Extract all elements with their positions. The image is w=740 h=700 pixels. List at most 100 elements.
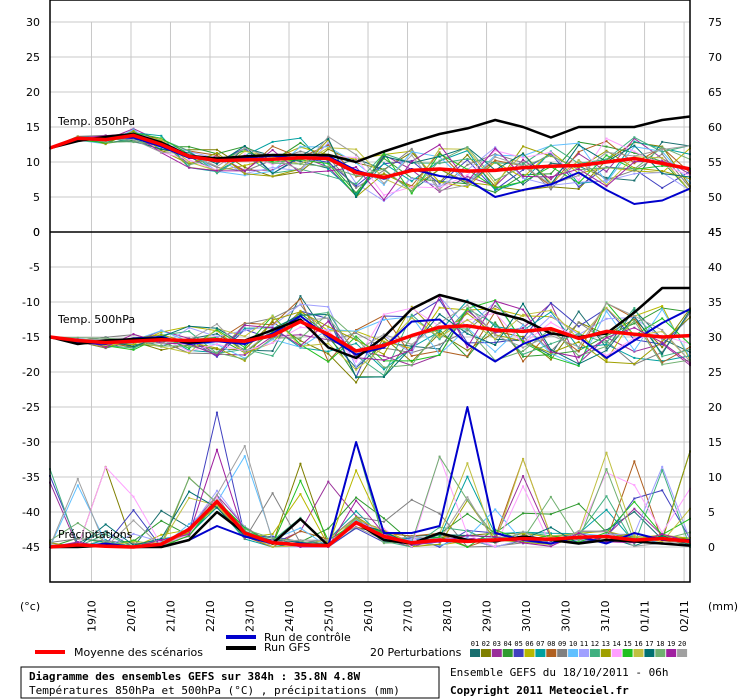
member-point xyxy=(549,151,552,154)
member-point xyxy=(132,348,135,351)
member-point xyxy=(271,336,274,339)
member-point xyxy=(522,154,525,157)
member-point xyxy=(243,358,246,361)
member-point xyxy=(188,350,191,353)
member-point xyxy=(271,330,274,333)
member-point xyxy=(327,340,330,343)
member-point xyxy=(410,185,413,188)
member-point xyxy=(215,169,218,172)
member-point xyxy=(215,332,218,335)
member-point xyxy=(215,347,218,350)
member-point xyxy=(271,317,274,320)
member-point xyxy=(327,162,330,165)
member-point xyxy=(299,541,302,544)
member-point xyxy=(299,462,302,465)
member-point xyxy=(160,519,163,522)
member-point xyxy=(76,541,79,544)
member-point xyxy=(188,496,191,499)
member-point xyxy=(271,170,274,173)
member-point xyxy=(605,533,608,536)
member-point xyxy=(549,178,552,181)
perturbation-swatch xyxy=(579,649,589,657)
member-point xyxy=(549,532,552,535)
member-point xyxy=(188,531,191,534)
member-point xyxy=(438,147,441,150)
member-point xyxy=(494,149,497,152)
right-tick: 75 xyxy=(708,16,722,29)
member-point xyxy=(577,354,580,357)
member-point xyxy=(577,331,580,334)
member-point xyxy=(605,181,608,184)
member-point xyxy=(522,302,525,305)
member-point xyxy=(355,381,358,384)
member-point xyxy=(633,144,636,147)
member-point xyxy=(382,374,385,377)
member-point xyxy=(438,155,441,158)
right-tick: 65 xyxy=(708,86,722,99)
member-point xyxy=(104,466,107,469)
member-point xyxy=(299,141,302,144)
member-point xyxy=(466,546,469,548)
date-label: 01/11 xyxy=(639,600,652,632)
member-point xyxy=(438,181,441,184)
member-point xyxy=(243,324,246,327)
perturbation-number: 01 xyxy=(471,640,479,648)
date-label: 26/10 xyxy=(362,600,375,632)
member-point xyxy=(271,162,274,165)
right-tick: 50 xyxy=(708,191,722,204)
member-point xyxy=(661,330,664,333)
member-point xyxy=(327,480,330,483)
member-point xyxy=(522,175,525,178)
member-point xyxy=(466,529,469,532)
member-point xyxy=(438,322,441,325)
member-point xyxy=(410,180,413,183)
member-point xyxy=(633,155,636,158)
member-point xyxy=(661,533,664,536)
member-point xyxy=(299,344,302,347)
member-point xyxy=(577,325,580,328)
right-tick: 25 xyxy=(708,366,722,379)
member-point xyxy=(633,179,636,182)
right-tick: 10 xyxy=(708,471,722,484)
perturbation-number: 17 xyxy=(645,640,653,648)
member-point xyxy=(299,295,302,298)
footer-run-info: Ensemble GEFS du 18/10/2011 - 06h xyxy=(450,666,669,679)
member-point xyxy=(410,363,413,366)
member-point xyxy=(215,165,218,168)
member-point xyxy=(382,172,385,175)
member-point xyxy=(215,327,218,330)
member-point xyxy=(494,154,497,157)
member-point xyxy=(299,170,302,173)
member-point xyxy=(327,137,330,140)
member-point xyxy=(215,154,218,157)
perturbation-number: 15 xyxy=(623,640,631,648)
member-point xyxy=(355,156,358,159)
member-point xyxy=(215,411,218,414)
member-point xyxy=(327,165,330,168)
member-point xyxy=(438,545,441,548)
member-point xyxy=(271,149,274,152)
member-point xyxy=(438,348,441,351)
member-point xyxy=(549,188,552,191)
member-point xyxy=(271,318,274,321)
member-point xyxy=(382,359,385,362)
member-point xyxy=(549,348,552,351)
member-point xyxy=(438,151,441,154)
control-line-t500 xyxy=(49,308,691,363)
member-point xyxy=(327,135,330,138)
member-point xyxy=(382,155,385,158)
chart-axes xyxy=(49,0,691,583)
member-point xyxy=(633,356,636,359)
member-line-4 xyxy=(49,496,691,548)
member-point xyxy=(327,168,330,171)
member-point xyxy=(661,489,664,492)
member-point xyxy=(577,152,580,155)
member-point xyxy=(494,184,497,187)
member-point xyxy=(410,316,413,319)
date-label: 02/11 xyxy=(678,600,691,632)
member-point xyxy=(382,353,385,356)
member-point xyxy=(633,545,636,548)
member-point xyxy=(633,336,636,339)
member-point xyxy=(522,512,525,515)
member-point xyxy=(605,176,608,179)
